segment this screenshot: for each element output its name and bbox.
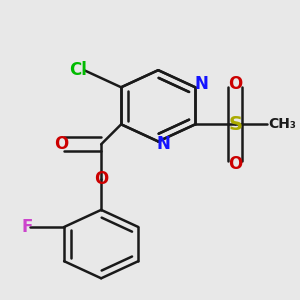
Text: CH₃: CH₃: [268, 117, 296, 131]
Text: Cl: Cl: [69, 61, 87, 79]
Text: O: O: [228, 155, 242, 173]
Text: S: S: [228, 115, 242, 134]
Text: O: O: [228, 75, 242, 93]
Text: O: O: [94, 169, 108, 188]
Text: F: F: [21, 218, 33, 236]
Text: N: N: [194, 75, 208, 93]
Text: O: O: [54, 135, 68, 153]
Text: N: N: [157, 135, 171, 153]
